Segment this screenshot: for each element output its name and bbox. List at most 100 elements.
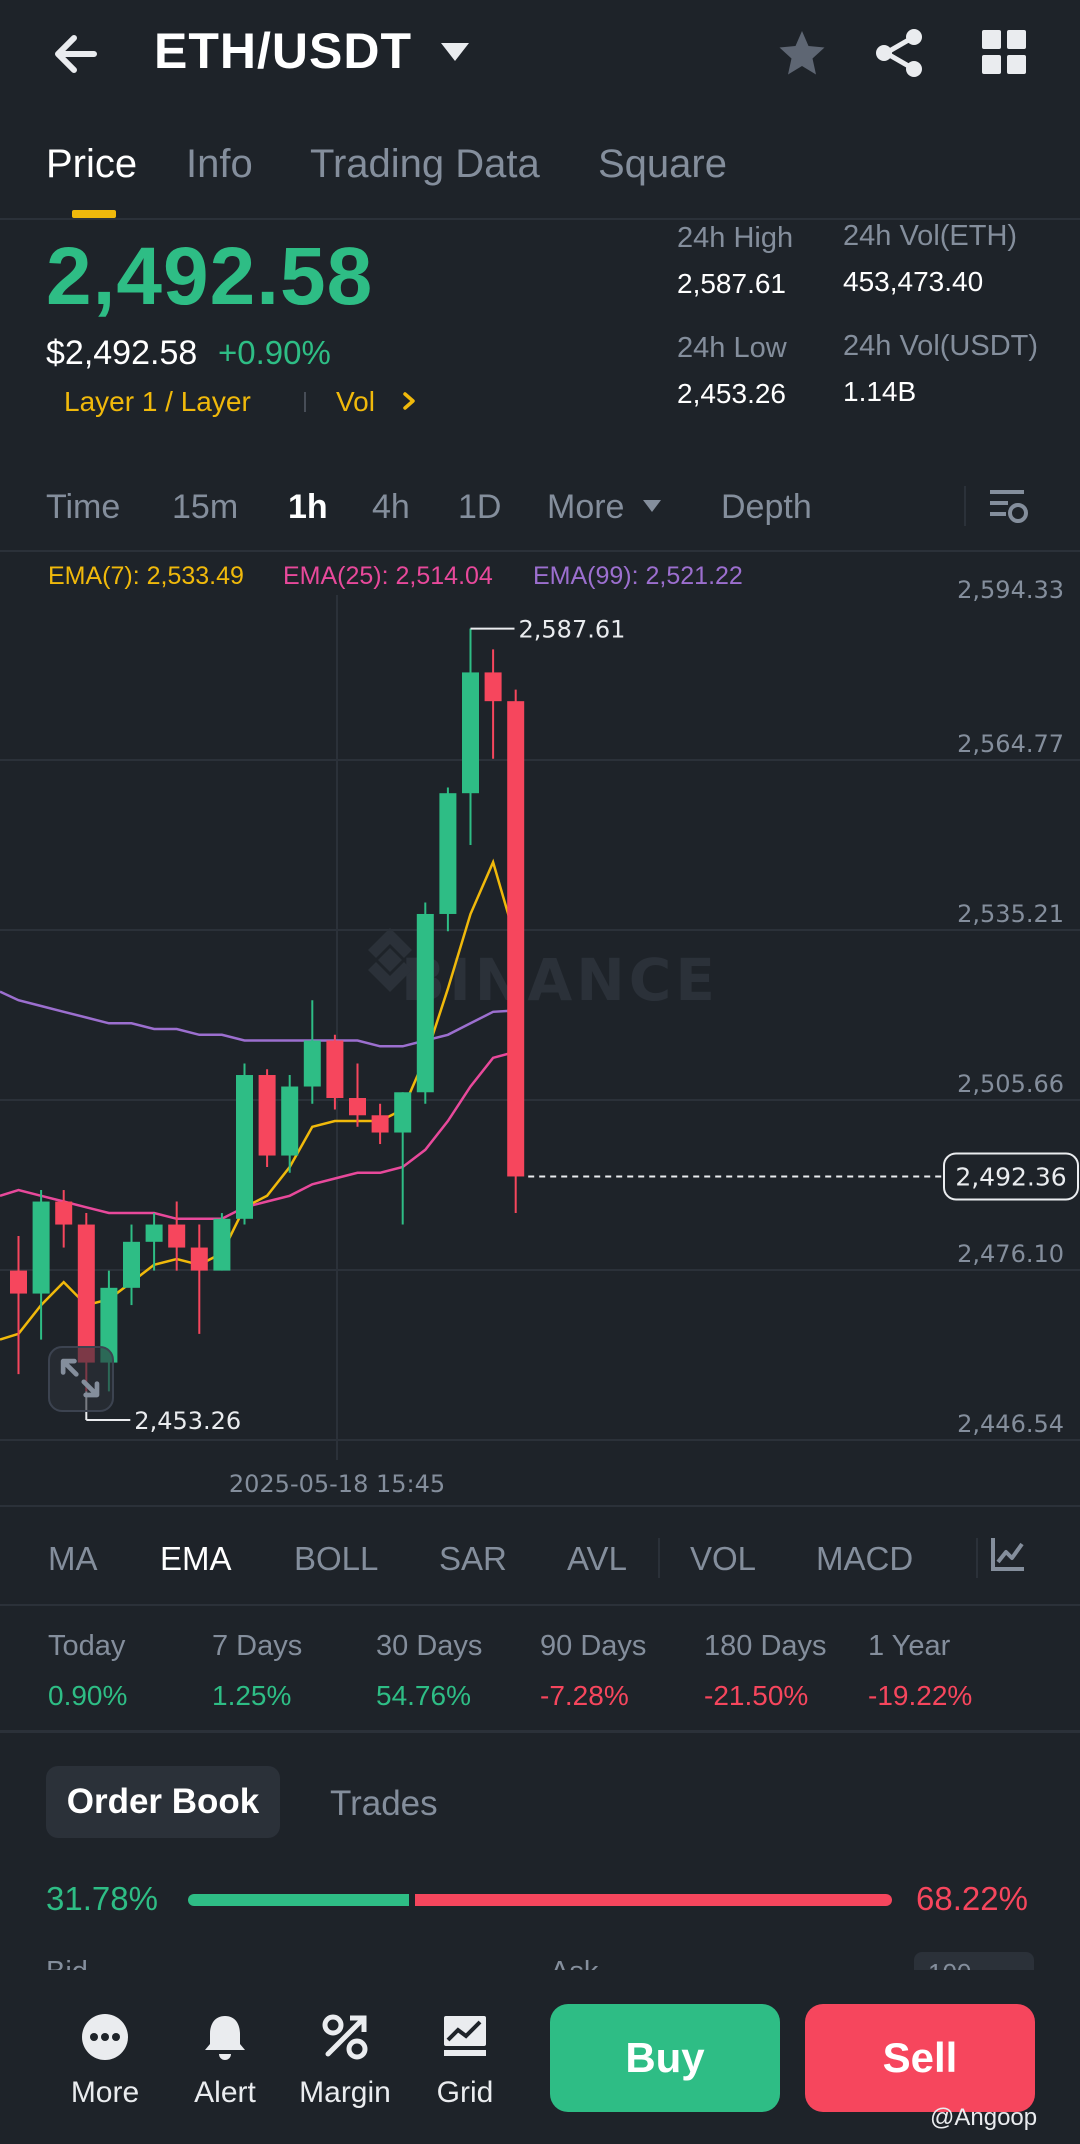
sell-button[interactable]: Sell: [805, 2004, 1035, 2112]
chart-settings-icon[interactable]: [988, 484, 1028, 526]
divider: [0, 1505, 1080, 1507]
ema25-legend: EMA(25): 2,514.04: [283, 562, 493, 590]
indicator-ma[interactable]: MA: [48, 1540, 98, 1577]
indicator-settings-icon[interactable]: [990, 1536, 1026, 1572]
candle: [349, 1063, 366, 1127]
tab-price[interactable]: Price: [46, 142, 138, 186]
candle-body: [10, 1270, 27, 1294]
perf-label-7d: 7 Days: [212, 1630, 303, 1662]
binance-logo-icon: [368, 928, 412, 992]
buy-button[interactable]: Buy: [550, 2004, 780, 2112]
candle-body: [303, 1040, 321, 1087]
candle-body: [394, 1092, 412, 1133]
alert-label: Alert: [194, 2076, 256, 2109]
indicator-macd[interactable]: MACD: [816, 1540, 914, 1577]
candle: [303, 1000, 321, 1104]
candle: [484, 649, 502, 759]
indicator-ema[interactable]: EMA: [160, 1540, 232, 1577]
expand-icon: [60, 1358, 100, 1398]
pair-title[interactable]: ETH/USDT: [154, 23, 412, 79]
perf-label-30d: 30 Days: [376, 1630, 483, 1662]
candle: [213, 1213, 231, 1271]
candle-body: [484, 672, 502, 702]
tab-square[interactable]: Square: [598, 142, 727, 186]
chevron-right-icon[interactable]: [400, 390, 418, 412]
margin-label: Margin: [299, 2076, 391, 2109]
tab-trading-data[interactable]: Trading Data: [310, 142, 540, 186]
candle-body: [326, 1040, 344, 1099]
candle-body: [77, 1224, 95, 1363]
back-arrow-icon[interactable]: [48, 26, 104, 82]
interval-more[interactable]: More: [547, 488, 625, 526]
perf-label-180d: 180 Days: [704, 1630, 827, 1662]
candle-body: [55, 1201, 73, 1225]
grid-menu-icon[interactable]: [980, 28, 1028, 76]
perf-value-180d: -21.50%: [704, 1680, 809, 1711]
vol-quote-value: 1.14B: [843, 376, 917, 407]
candlestick-chart[interactable]: BINANCE 2,594.33 2,564.77 2,535.21 2,505.66…: [0, 545, 1080, 1510]
interval-time[interactable]: Time: [46, 488, 121, 526]
interval-1h[interactable]: 1h: [288, 488, 328, 526]
current-price-label: 2,492.36: [955, 1162, 1066, 1191]
ema99-legend: EMA(99): 2,521.22: [533, 562, 743, 590]
more-dots-icon: [82, 2014, 128, 2060]
active-tab-indicator: [72, 210, 116, 218]
tab-order-book[interactable]: Order Book: [46, 1766, 280, 1838]
candle-body: [371, 1115, 389, 1133]
margin-button[interactable]: Margin: [290, 2012, 400, 2110]
y-tick-label: 2,564.77: [957, 730, 1064, 758]
category-tag[interactable]: Layer 1 / Layer: [64, 386, 251, 417]
caret-down-icon[interactable]: [438, 40, 472, 64]
caret-down-icon[interactable]: [642, 499, 662, 513]
indicator-sar[interactable]: SAR: [439, 1540, 507, 1577]
indicator-avl[interactable]: AVL: [567, 1540, 627, 1577]
current-price-box: [943, 1152, 1079, 1201]
perf-label-1y: 1 Year: [868, 1630, 951, 1662]
candle-body: [168, 1224, 186, 1248]
indicator-boll[interactable]: BOLL: [294, 1540, 379, 1577]
candle: [190, 1224, 208, 1334]
star-icon[interactable]: [776, 28, 828, 80]
grid-label: Grid: [436, 2076, 494, 2109]
interval-depth[interactable]: Depth: [721, 488, 812, 526]
y-tick-label: 2,476.10: [957, 1240, 1064, 1268]
vol-tag[interactable]: Vol: [336, 386, 375, 417]
divider: [964, 486, 966, 526]
last-price: 2,492.58: [46, 231, 374, 322]
candle-body: [123, 1241, 140, 1288]
usd-price: $2,492.58: [46, 334, 198, 372]
share-icon[interactable]: [872, 26, 926, 80]
candle-body: [100, 1287, 118, 1363]
candle: [123, 1224, 140, 1306]
interval-4h[interactable]: 4h: [372, 488, 410, 526]
indicator-vol[interactable]: VOL: [690, 1540, 757, 1577]
chart-markers: 2,587.61 2,453.26: [85, 616, 625, 1435]
expand-chart-button[interactable]: [48, 1346, 114, 1412]
candle: [394, 1092, 412, 1225]
grid-button[interactable]: Grid: [410, 2012, 520, 2110]
bid-ask-ratio-bar: [188, 1894, 892, 1906]
candle: [462, 628, 479, 845]
perf-value-7d: 1.25%: [212, 1680, 292, 1711]
tab-trades[interactable]: Trades: [330, 1784, 438, 1823]
interval-1d[interactable]: 1D: [458, 488, 502, 526]
x-axis-label: 2025-05-18 15:45: [229, 1470, 445, 1498]
ask-ratio-fill: [414, 1894, 892, 1906]
candle-body: [145, 1224, 163, 1242]
vol-base-label: 24h Vol(ETH): [843, 220, 1018, 252]
more-button[interactable]: More: [50, 2012, 160, 2110]
candle: [281, 1075, 299, 1173]
candle: [32, 1190, 50, 1340]
grid-bot-icon: [444, 2016, 486, 2056]
perf-label-today: Today: [48, 1630, 126, 1662]
vol-quote-label: 24h Vol(USDT): [843, 330, 1039, 362]
candle-body: [190, 1247, 208, 1271]
interval-15m[interactable]: 15m: [172, 488, 239, 526]
perf-value-30d: 54.76%: [376, 1680, 471, 1711]
tab-info[interactable]: Info: [186, 142, 253, 186]
candle: [10, 1236, 27, 1375]
candle: [258, 1069, 276, 1168]
alert-button[interactable]: Alert: [170, 2012, 280, 2110]
ema7-legend: EMA(7): 2,533.49: [48, 562, 244, 590]
candle: [416, 902, 434, 1104]
